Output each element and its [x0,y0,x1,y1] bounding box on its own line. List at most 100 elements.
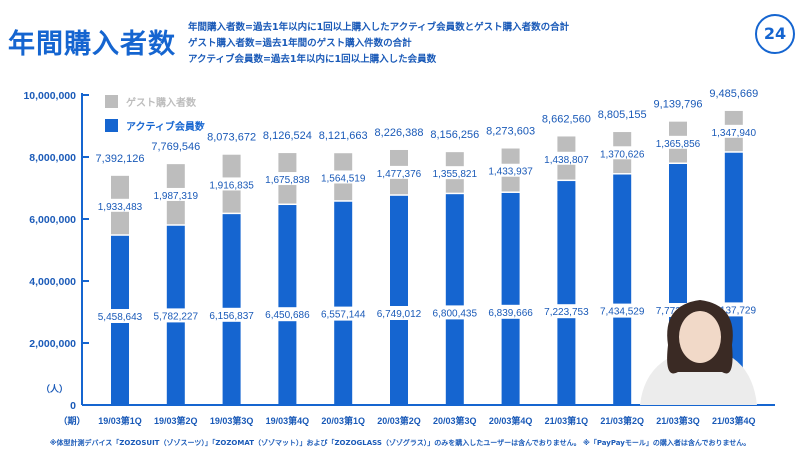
y-tick-label: 10,000,000 [23,90,76,102]
total-value-label: 7,392,126 [96,153,145,165]
legend-swatch-active [105,119,118,132]
guest-value-label: 1,433,937 [488,167,533,178]
bar-active [445,194,464,405]
legend-swatch-guest [105,95,118,108]
active-value-label: 5,458,643 [98,312,143,323]
active-value-label: 7,434,529 [600,307,645,318]
active-label-gap [538,304,595,319]
y-tick-label: 8,000,000 [29,152,76,164]
y-tick-label: 4,000,000 [29,276,76,288]
guest-label-gap [147,187,204,201]
y-axis-unit: （人） [41,383,68,394]
total-value-label: 8,126,524 [263,130,312,142]
total-value-label: 8,156,256 [430,129,479,141]
guest-label-gap [594,146,651,160]
active-label-gap [203,307,260,322]
total-label-gap [480,122,541,137]
total-label-gap [90,149,150,164]
bar-active [557,181,576,405]
footnote: ※体型計測デバイス「ZOZOSUIT（ゾゾスーツ）」「ZOZOMAT（ゾゾマット… [49,439,751,447]
guest-label-gap [371,165,427,179]
x-tick-label: 21/03第2Q [600,415,644,426]
active-value-label: 6,749,012 [377,309,422,320]
y-tick-label: 6,000,000 [29,214,76,226]
note-total: 年間購入者数=過去1年以内に1回以上購入したアクティブ会員数とゲスト購入者数の合… [188,22,570,33]
guest-value-label: 1,564,519 [321,173,366,184]
guest-value-label: 1,365,856 [656,139,701,150]
active-value-label: 7,223,753 [544,307,589,318]
active-label-gap [92,309,148,323]
presenter-photo [640,300,757,405]
guest-value-label: 1,347,940 [712,128,757,139]
x-tick-label: 19/03第4Q [266,415,310,426]
active-value-label: 6,800,435 [433,308,478,319]
total-label-gap [201,128,262,143]
active-value-label: 6,156,837 [209,311,254,322]
x-tick-label: 19/03第2Q [154,415,198,426]
y-tick-label: 0 [70,400,76,412]
active-label-gap [315,306,372,321]
guest-label-gap [705,124,762,138]
guest-label-gap [650,135,706,149]
total-label-gap [536,110,597,125]
guest-label-gap [426,166,483,180]
guest-value-label: 1,370,626 [600,149,645,160]
legend-label-guest: ゲスト購入者数 [126,96,197,109]
x-tick-label: 21/03第3Q [656,415,700,426]
bar-active [278,205,297,405]
x-tick-label: 21/03第4Q [712,415,756,426]
guest-value-label: 1,987,319 [154,191,199,202]
guest-label-gap [315,170,372,184]
active-label-gap [259,307,316,322]
page-title: 年間購入者数 [8,29,176,60]
total-label-gap [369,123,429,138]
bar-active [390,195,408,405]
active-value-label: 6,557,144 [321,310,366,321]
bar-active [334,201,353,405]
x-tick-label: 20/03第1Q [321,415,365,426]
guest-value-label: 1,438,807 [544,155,589,166]
total-label-gap [424,126,485,141]
x-tick-label: 20/03第3Q [433,415,477,426]
total-label-gap [257,127,318,142]
bar-active [501,192,520,405]
note-active: アクティブ会員数=過去1年以内に1回以上購入した会員数 [188,54,437,65]
guest-value-label: 1,477,376 [377,169,422,180]
guest-label-gap [92,198,148,212]
guest-value-label: 1,933,483 [98,202,143,213]
x-axis-label: （期） [58,415,85,426]
total-value-label: 7,769,546 [151,141,200,153]
legend-label-active: アクティブ会員数 [126,120,206,133]
total-value-label: 9,485,669 [709,88,758,100]
x-tick-label: 19/03第1Q [98,415,142,426]
note-guest: ゲスト購入者数=過去1年間のゲスト購入件数の合計 [188,38,412,49]
active-value-label: 6,450,686 [265,310,310,321]
guest-value-label: 1,916,835 [209,180,254,191]
total-label-gap [703,84,764,99]
guest-value-label: 1,675,838 [265,175,310,186]
active-label-gap [594,303,651,318]
total-label-gap [145,138,206,153]
y-tick-label: 2,000,000 [29,338,76,350]
total-value-label: 9,139,796 [654,99,703,111]
active-label-gap [482,304,539,319]
active-value-label: 5,782,227 [154,311,199,322]
total-value-label: 8,073,672 [207,132,256,144]
total-value-label: 8,273,603 [486,126,535,138]
x-tick-label: 21/03第1Q [545,415,589,426]
guest-value-label: 1,355,821 [433,169,478,180]
total-label-gap [592,106,653,121]
bar-active [613,174,632,405]
x-tick-label: 20/03第4Q [489,415,533,426]
active-value-label: 8,137,729 [712,305,757,316]
active-label-gap [147,308,204,323]
total-label-gap [313,127,374,142]
total-value-label: 8,121,663 [319,130,368,142]
guest-label-gap [259,172,316,186]
guest-label-gap [538,151,595,165]
total-value-label: 8,805,155 [598,109,647,121]
active-label-gap [426,305,483,320]
page-number: 24 [755,14,795,54]
active-value-label: 6,839,666 [488,308,533,319]
